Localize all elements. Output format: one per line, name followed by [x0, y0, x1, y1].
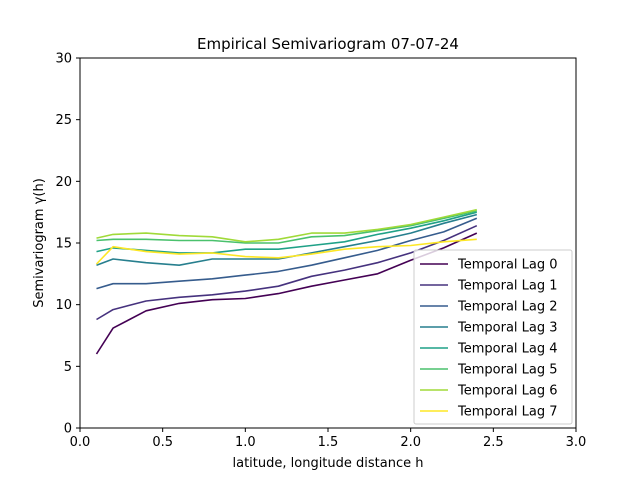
- x-axis-label: latitude, longitude distance h: [233, 456, 424, 471]
- y-tick-label: 15: [55, 237, 72, 252]
- y-axis: 0 5 10 15 20 25 30: [55, 52, 80, 437]
- series-line-lag-5: [96, 210, 477, 244]
- legend-label: Temporal Lag 4: [457, 342, 558, 357]
- x-axis: 0.0 0.5 1.0 1.5 2.0 2.5 3.0: [70, 428, 587, 450]
- legend-box: [413, 249, 573, 425]
- series-line-lag-2: [96, 217, 478, 290]
- series-line-lag-4: [96, 211, 478, 254]
- y-tick-label: 10: [55, 298, 72, 313]
- legend-label: Temporal Lag 3: [457, 321, 558, 336]
- x-tick-label: 2.5: [483, 435, 504, 450]
- x-tick-label: 0.0: [70, 435, 91, 450]
- x-tick-label: 1.0: [235, 435, 256, 450]
- y-tick-label: 20: [55, 175, 72, 190]
- chart-title: Empirical Semivariogram 07-07-24: [197, 35, 459, 53]
- plot-area: [95, 208, 478, 355]
- x-tick-label: 3.0: [566, 435, 587, 450]
- series-line-lag-6: [96, 208, 477, 243]
- y-tick-label: 0: [64, 422, 72, 437]
- legend-label: Temporal Lag 0: [457, 258, 558, 273]
- x-tick-label: 0.5: [152, 435, 173, 450]
- series-line-lag-3: [96, 213, 478, 267]
- x-tick-label: 1.5: [318, 435, 339, 450]
- series-line-lag-0: [95, 232, 478, 355]
- x-tick-label: 2.0: [400, 435, 421, 450]
- y-tick-label: 5: [64, 360, 72, 375]
- series-line-lag-7: [95, 238, 477, 265]
- y-tick-label: 30: [55, 52, 72, 67]
- legend-label: Temporal Lag 7: [457, 405, 558, 420]
- legend-label: Temporal Lag 5: [457, 363, 558, 378]
- legend-label: Temporal Lag 1: [457, 279, 558, 294]
- series-line-lag-1: [96, 224, 478, 321]
- y-tick-label: 25: [55, 113, 72, 128]
- legend: Temporal Lag 0 Temporal Lag 1 Temporal Lag…: [413, 249, 573, 425]
- y-axis-label: Semivariogram γ(h): [32, 178, 47, 308]
- legend-label: Temporal Lag 6: [457, 384, 558, 399]
- legend-label: Temporal Lag 2: [457, 300, 558, 315]
